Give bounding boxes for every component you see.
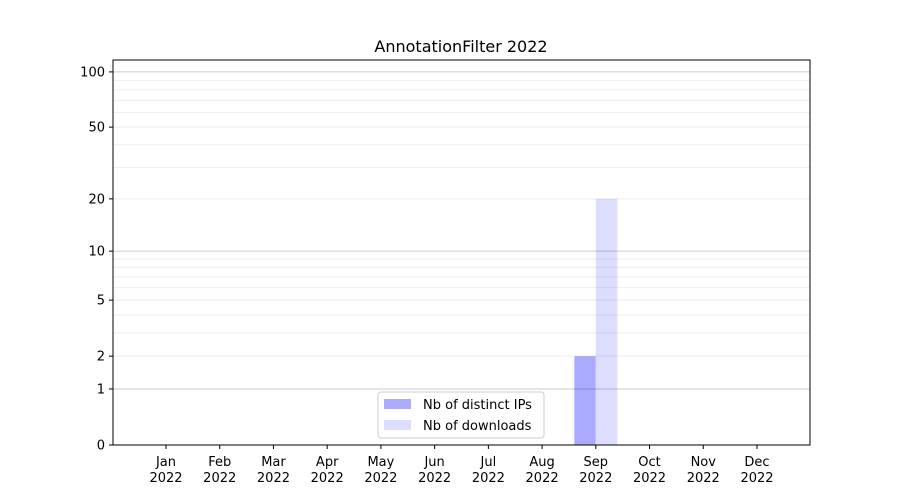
- legend-box: [377, 391, 545, 439]
- legend-label: Nb of distinct IPs: [423, 398, 532, 413]
- x-tick-label: 2022: [311, 471, 344, 486]
- y-tick-label: 50: [88, 121, 105, 136]
- x-tick-label: 2022: [257, 471, 290, 486]
- x-tick-label: 2022: [149, 471, 182, 486]
- axes-frame: [112, 59, 811, 446]
- x-tick-label: Oct: [638, 455, 660, 470]
- y-tick-label: 1: [97, 382, 105, 397]
- x-tick-label: 2022: [203, 471, 236, 486]
- x-tick-label: 2022: [472, 471, 505, 486]
- legend-label: Nb of downloads: [423, 419, 532, 434]
- x-tick-label: 2022: [633, 471, 666, 486]
- y-tick-label: 100: [80, 65, 105, 80]
- x-tick-label: Jul: [480, 455, 497, 470]
- x-tick-label: Jan: [155, 455, 176, 470]
- x-tick-label: 2022: [740, 471, 773, 486]
- x-tick-label: Dec: [744, 455, 769, 470]
- x-tick-label: 2022: [418, 471, 451, 486]
- x-tick-label: Sep: [584, 455, 609, 470]
- bar-0-8: [574, 356, 596, 445]
- y-tick-label: 2: [97, 350, 105, 365]
- x-tick-label: 2022: [687, 471, 720, 486]
- bar-1-8: [595, 198, 618, 445]
- x-tick-label: May: [367, 455, 394, 470]
- x-tick-label: Aug: [529, 455, 554, 470]
- x-tick-label: Feb: [208, 455, 231, 470]
- x-tick-label: Jun: [423, 455, 444, 470]
- x-tick-label: 2022: [364, 471, 397, 486]
- x-tick-label: 2022: [526, 471, 559, 486]
- y-tick-label: 20: [88, 192, 105, 207]
- y-tick-label: 0: [97, 439, 105, 454]
- x-tick-label: Apr: [316, 455, 339, 470]
- legend-swatch: [384, 399, 411, 409]
- x-tick-label: Mar: [261, 455, 286, 470]
- chart-title: AnnotationFilter 2022: [374, 37, 547, 56]
- x-tick-label: 2022: [579, 471, 612, 486]
- legend-swatch: [384, 420, 411, 430]
- x-tick-label: Nov: [691, 455, 717, 470]
- y-tick-label: 10: [88, 245, 105, 260]
- y-tick-label: 5: [97, 294, 105, 309]
